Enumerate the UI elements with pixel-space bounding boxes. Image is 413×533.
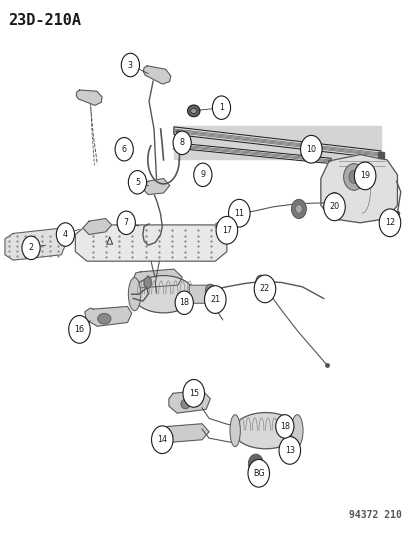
Circle shape: [204, 286, 225, 313]
Circle shape: [295, 205, 301, 213]
Text: 17: 17: [221, 226, 231, 235]
Circle shape: [254, 275, 275, 303]
Polygon shape: [5, 228, 67, 260]
Text: 4: 4: [63, 230, 68, 239]
Polygon shape: [320, 155, 396, 223]
Text: 6: 6: [121, 145, 126, 154]
Text: 19: 19: [359, 172, 369, 180]
Text: 14: 14: [157, 435, 167, 444]
Circle shape: [275, 415, 293, 438]
Ellipse shape: [233, 413, 297, 449]
Polygon shape: [186, 144, 330, 164]
Polygon shape: [75, 225, 226, 261]
Text: 21: 21: [210, 295, 220, 304]
Ellipse shape: [329, 192, 338, 207]
FancyBboxPatch shape: [189, 285, 214, 303]
Text: 20: 20: [329, 203, 339, 211]
Circle shape: [205, 284, 215, 297]
Polygon shape: [143, 66, 170, 84]
Circle shape: [117, 211, 135, 235]
Circle shape: [22, 236, 40, 260]
Ellipse shape: [133, 276, 194, 313]
Polygon shape: [83, 219, 112, 235]
Text: 3: 3: [128, 61, 133, 69]
Text: 8: 8: [179, 139, 184, 147]
Text: 5: 5: [135, 178, 140, 187]
Circle shape: [354, 162, 375, 190]
Ellipse shape: [128, 278, 140, 311]
Text: 18: 18: [179, 298, 189, 307]
Text: 11: 11: [234, 209, 244, 217]
Text: 10: 10: [306, 145, 316, 154]
Ellipse shape: [230, 415, 240, 447]
Text: 23D-210A: 23D-210A: [8, 13, 81, 28]
Ellipse shape: [97, 313, 111, 324]
Polygon shape: [144, 276, 151, 289]
Circle shape: [69, 316, 90, 343]
Ellipse shape: [187, 105, 199, 117]
Circle shape: [252, 459, 259, 468]
Polygon shape: [132, 269, 182, 288]
Circle shape: [348, 171, 358, 183]
Polygon shape: [173, 127, 380, 158]
Circle shape: [216, 216, 237, 244]
Circle shape: [323, 193, 344, 221]
Circle shape: [247, 459, 269, 487]
Circle shape: [151, 426, 173, 454]
Text: 13: 13: [284, 446, 294, 455]
Circle shape: [378, 209, 400, 237]
Circle shape: [115, 138, 133, 161]
Text: 2: 2: [28, 244, 33, 252]
Circle shape: [193, 163, 211, 187]
Circle shape: [255, 275, 265, 288]
Polygon shape: [169, 390, 210, 413]
Text: 9: 9: [200, 171, 205, 179]
Polygon shape: [76, 90, 102, 106]
Ellipse shape: [190, 108, 197, 114]
Text: 18: 18: [279, 422, 289, 431]
Text: 15: 15: [188, 389, 198, 398]
Text: BG: BG: [252, 469, 264, 478]
Circle shape: [183, 379, 204, 407]
Ellipse shape: [180, 399, 190, 409]
Circle shape: [248, 454, 263, 473]
Circle shape: [278, 437, 300, 464]
Ellipse shape: [291, 415, 302, 447]
Circle shape: [212, 96, 230, 119]
Circle shape: [228, 199, 249, 227]
Circle shape: [175, 291, 193, 314]
Circle shape: [173, 131, 191, 155]
Text: 1: 1: [218, 103, 223, 112]
Circle shape: [128, 171, 146, 194]
Polygon shape: [160, 424, 209, 442]
Text: 12: 12: [384, 219, 394, 227]
Circle shape: [121, 53, 139, 77]
Circle shape: [343, 164, 363, 190]
Text: 16: 16: [74, 325, 84, 334]
Text: 22: 22: [259, 285, 269, 293]
Circle shape: [300, 135, 321, 163]
Text: 94372 210: 94372 210: [348, 510, 401, 520]
Circle shape: [56, 223, 74, 246]
Text: 7: 7: [123, 219, 128, 227]
Circle shape: [291, 199, 306, 219]
Polygon shape: [141, 179, 169, 195]
Polygon shape: [85, 306, 131, 326]
